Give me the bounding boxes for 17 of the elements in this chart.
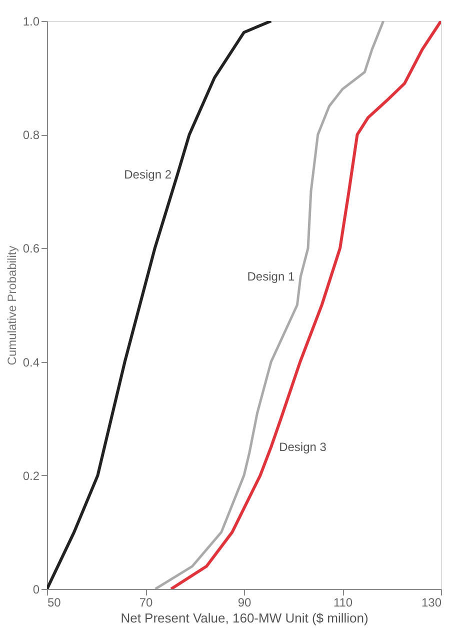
x-tick-label: 90 [238,596,252,610]
line-series [170,21,441,589]
y-tick-label: 0.2 [22,468,40,483]
y-tick-label: 1.0 [22,14,40,28]
annotation: Design 1 [247,270,295,284]
y-tick-label: 0 [32,582,40,596]
annotation: Design 2 [124,167,172,182]
x-tick-label: 50 [48,596,62,610]
y-tick-label: 0.4 [22,355,40,370]
x-tick-label: 110 [333,596,353,610]
y-axis-title: Cumulative Probability [4,246,19,366]
x-axis-title: Net Present Value, 160-MW Unit ($ million) [120,610,368,626]
annotation: Design 3 [279,440,327,454]
y-tick-label: 0.6 [22,242,40,256]
x-tick-label: 130 [421,596,442,610]
x-tick-label: 70 [139,596,153,610]
y-tick-label: 0.8 [22,128,40,142]
